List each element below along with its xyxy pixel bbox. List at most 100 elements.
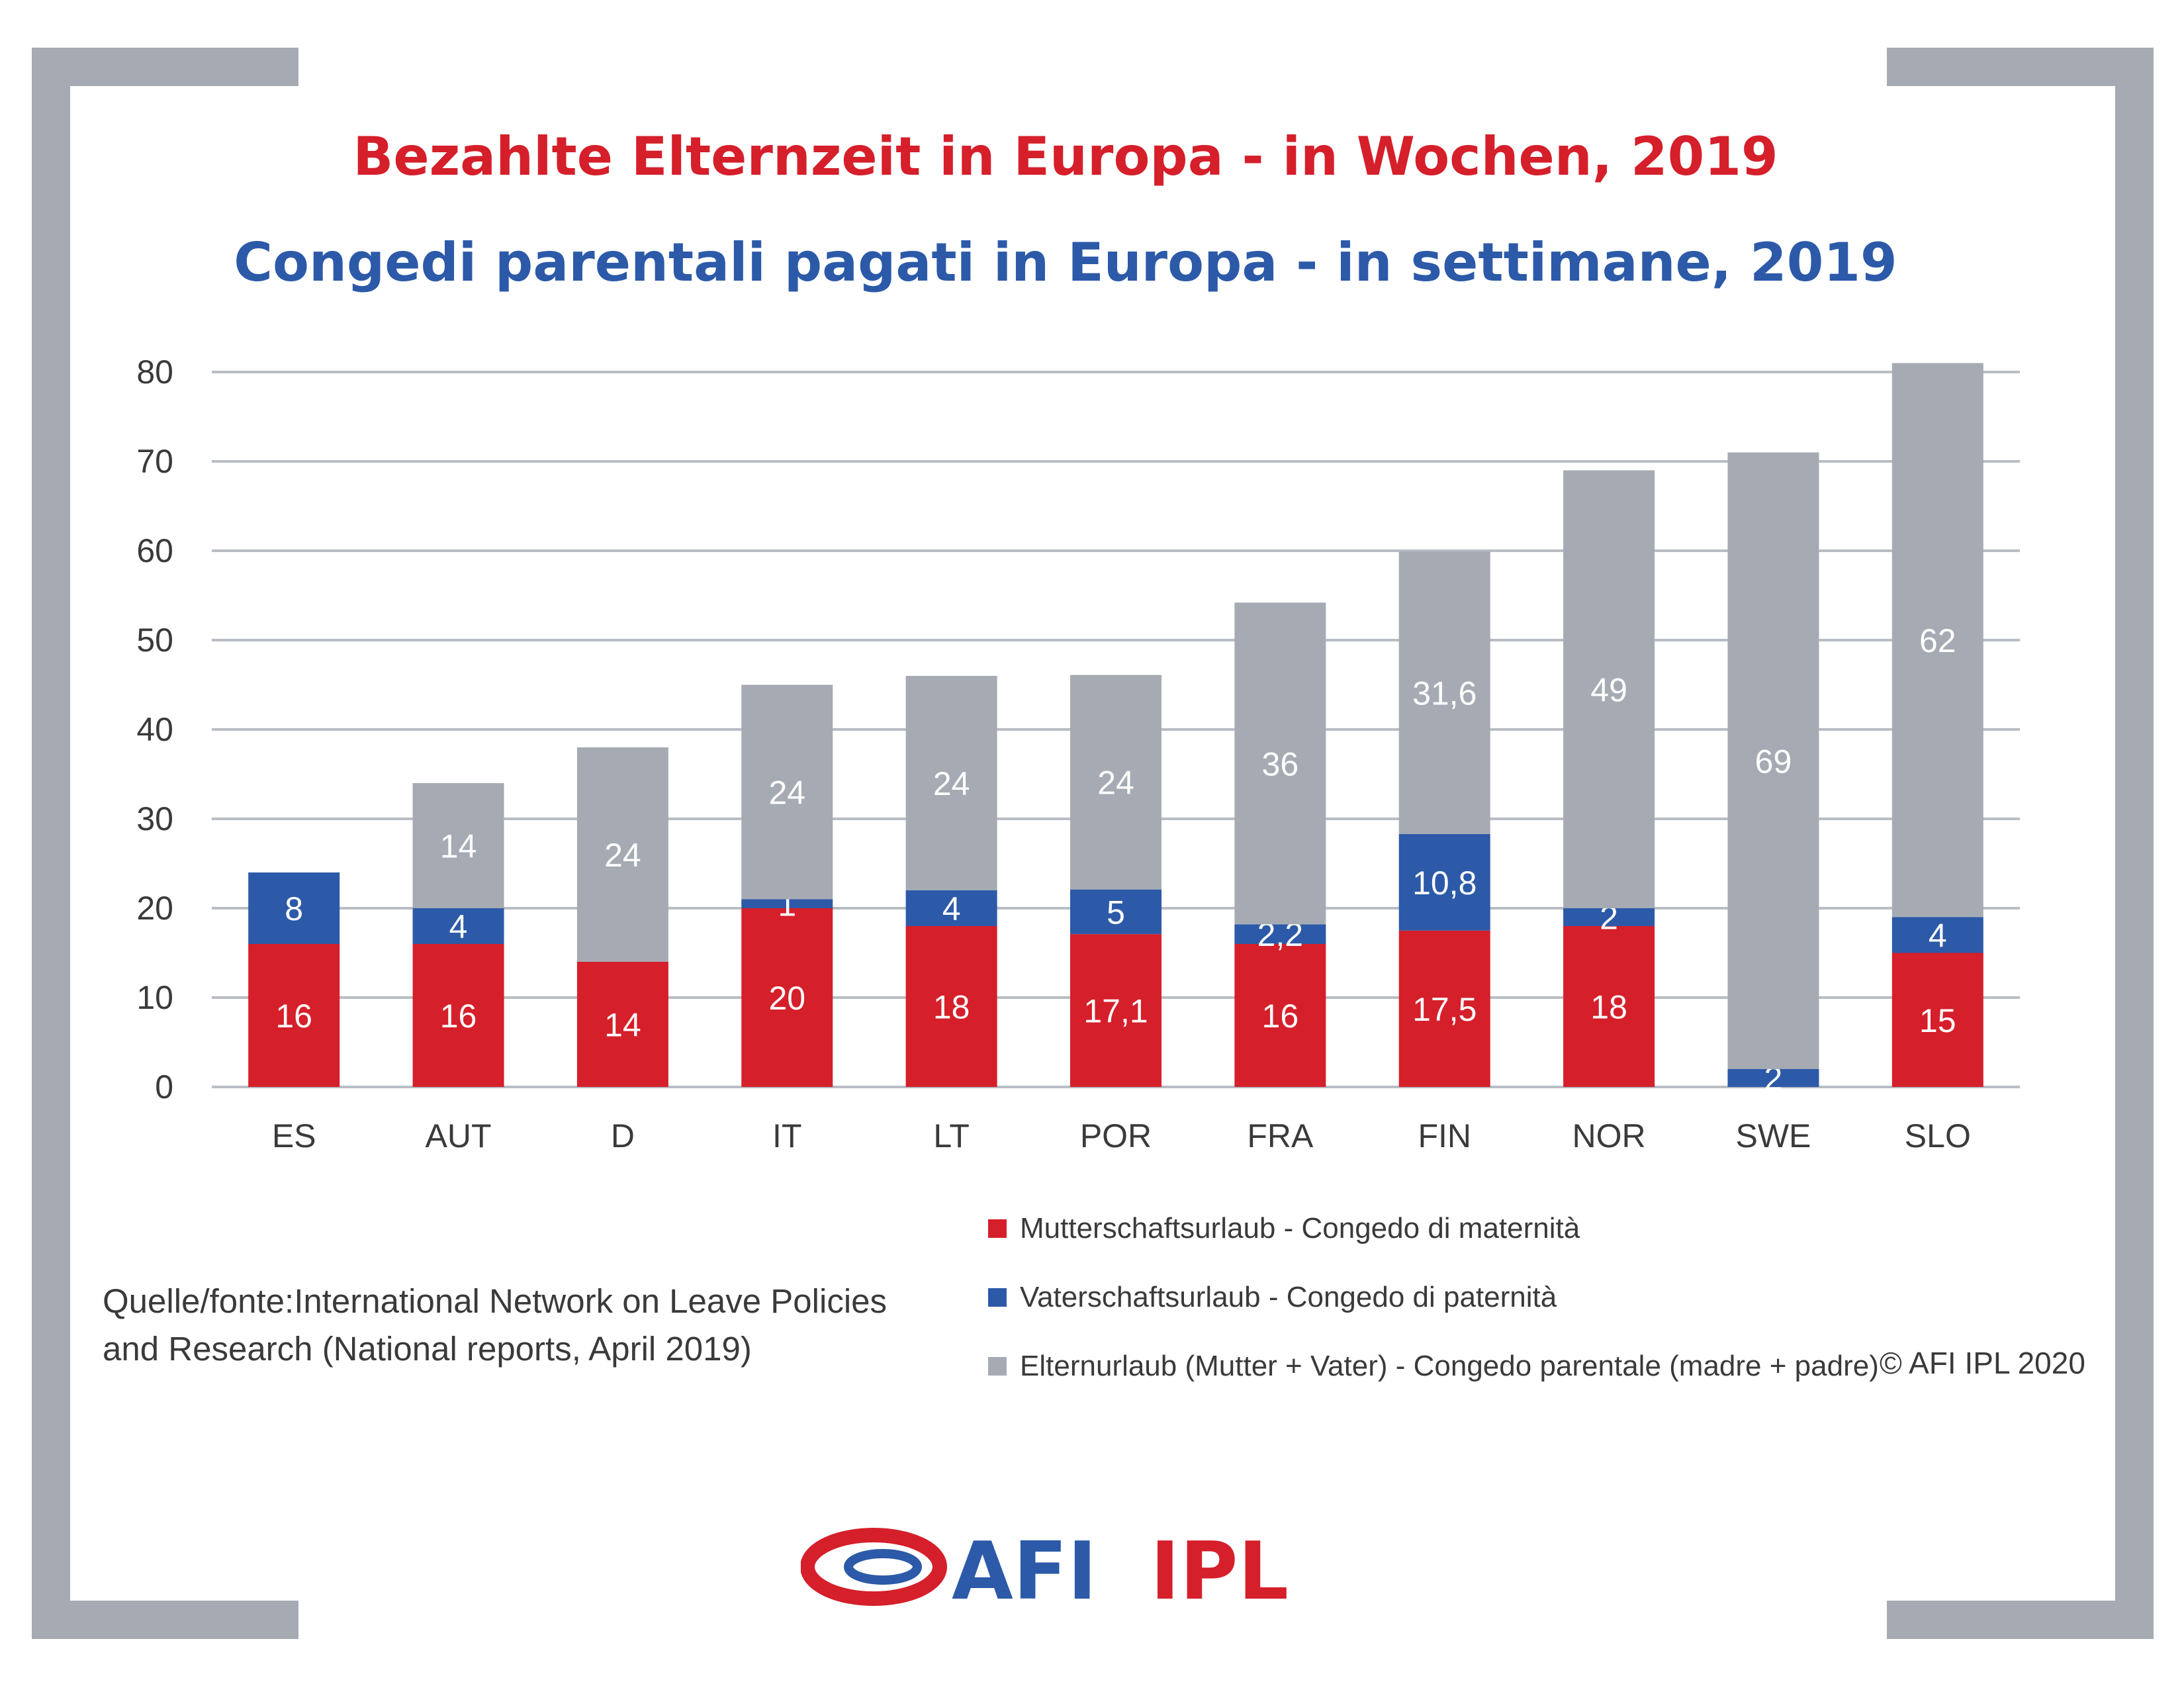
bar-segment [1234,602,1326,925]
afi-ipl-logo: AFI IPL [801,1526,1289,1615]
legend-swatch-parental [988,1357,1007,1376]
bar-segment [905,926,997,1087]
data-label: 4 [449,908,468,945]
x-tick-label: FIN [1418,1117,1471,1154]
frame-bottom-right-horizontal [1887,1601,2154,1639]
y-tick-label: 10 [136,979,173,1016]
x-tick-label: SWE [1736,1117,1811,1154]
data-label: 69 [1755,743,1792,780]
data-label: 49 [1590,671,1627,708]
bar-segment [412,944,504,1087]
data-label: 24 [768,774,805,812]
bar-segment [1234,924,1326,944]
frame-right-vertical [2115,48,2154,1639]
copyright-note: © AFI IPL 2020 [1880,1346,2085,1380]
bar-segment [1563,908,1655,926]
bar-segment [1070,675,1161,890]
legend-label-paternity: Vaterschaftsurlaub - Congedo di paternit… [1020,1281,1557,1313]
chart-title-german: Bezahlte Elternzeit in Europa - in Woche… [353,126,1778,187]
bar-segment [1891,363,1983,917]
bar-segment [248,872,340,944]
bar-segment [1070,889,1161,935]
y-tick-label: 20 [136,890,173,927]
frame-bottom-left-horizontal [32,1601,298,1639]
bar-segment [576,747,668,962]
frame-top-left-horizontal [32,48,298,86]
x-tick-label: FRA [1247,1117,1314,1154]
data-label: 24 [1097,765,1134,802]
data-label: 10,8 [1412,865,1477,902]
legend-label-maternity: Mutterschaftsurlaub - Congedo di materni… [1020,1212,1580,1244]
data-label: 14 [604,1007,641,1044]
data-label: 17,1 [1083,993,1148,1030]
bar-segment [1398,551,1490,834]
bar-segment [905,890,997,926]
bar-segment [412,908,504,944]
bar-segment [1891,917,1983,953]
x-tick-label: SLO [1905,1117,1971,1154]
y-tick-label: 30 [136,800,173,837]
logo-text-afi: AFI [952,1526,1097,1615]
data-label: 17,5 [1412,991,1477,1028]
bar-segment [1563,470,1655,908]
legend-item-maternity: Mutterschaftsurlaub - Congedo di materni… [988,1209,1580,1248]
data-label: 20 [768,980,805,1017]
data-label: 15 [1919,1002,1956,1039]
logo-swoosh-outer [801,1528,947,1606]
legend-item-paternity: Vaterschaftsurlaub - Congedo di paternit… [988,1278,1557,1317]
y-tick-label: 60 [136,532,173,569]
frame-top-right-horizontal [1887,48,2154,86]
data-label: 16 [1262,998,1299,1035]
chart-title-italian: Congedi parentali pagati in Europa - in … [234,232,1897,293]
x-tick-label: NOR [1572,1117,1646,1154]
data-label: 36 [1262,745,1299,782]
data-label: 14 [440,828,477,865]
x-tick-label: ES [272,1117,316,1154]
bar-segment [1727,1069,1819,1087]
data-label: 62 [1919,622,1956,659]
bar-segment [248,944,340,1087]
frame-top-left-vertical [32,48,70,1639]
data-label: 24 [933,765,970,802]
y-tick-label: 0 [155,1068,173,1105]
data-label: 18 [933,989,970,1026]
bar-segment [1891,953,1983,1087]
stacked-bar-chart: 01020304050607080168ES16414AUT1424D20124… [136,353,2020,1154]
bar-segment [1563,926,1655,1087]
bar-segment [1398,833,1490,931]
bar-segment [1070,934,1161,1087]
source-line-2: and Research (National reports, April 20… [103,1330,752,1368]
bar-segment [1727,452,1819,1069]
data-label: 31,6 [1412,675,1477,712]
bar-segment [741,908,833,1087]
y-tick-label: 70 [136,443,173,480]
bar-segment [1234,944,1326,1087]
bar-segment [741,684,833,900]
x-tick-label: IT [772,1117,801,1154]
data-label: 4 [942,890,961,927]
logo-swoosh-inner [844,1549,922,1585]
x-tick-label: POR [1080,1117,1152,1154]
y-tick-label: 40 [136,711,173,748]
data-label: 5 [1107,894,1125,931]
source-line-1: Quelle/fonte:International Network on Le… [103,1282,887,1320]
x-tick-label: D [611,1117,635,1154]
x-tick-label: AUT [426,1117,492,1154]
data-label: 8 [285,890,303,927]
bar-segment [576,962,668,1087]
legend-item-parental: Elternurlaub (Mutter + Vater) - Congedo … [988,1346,1879,1386]
legend-swatch-paternity [988,1288,1007,1307]
data-label: 18 [1590,989,1627,1026]
bar-segment [741,899,833,908]
bar-segment [1398,930,1490,1087]
x-tick-label: LT [933,1117,970,1154]
bar-segment [905,676,997,890]
legend-label-parental: Elternurlaub (Mutter + Vater) - Congedo … [1020,1350,1879,1382]
data-label: 24 [604,837,641,874]
y-tick-label: 80 [136,353,173,391]
legend-swatch-maternity [988,1219,1007,1238]
bar-segment [412,783,504,908]
y-tick-label: 50 [136,622,173,659]
source-note: Quelle/fonte:International Network on Le… [103,1278,950,1373]
data-label: 4 [1929,917,1947,955]
